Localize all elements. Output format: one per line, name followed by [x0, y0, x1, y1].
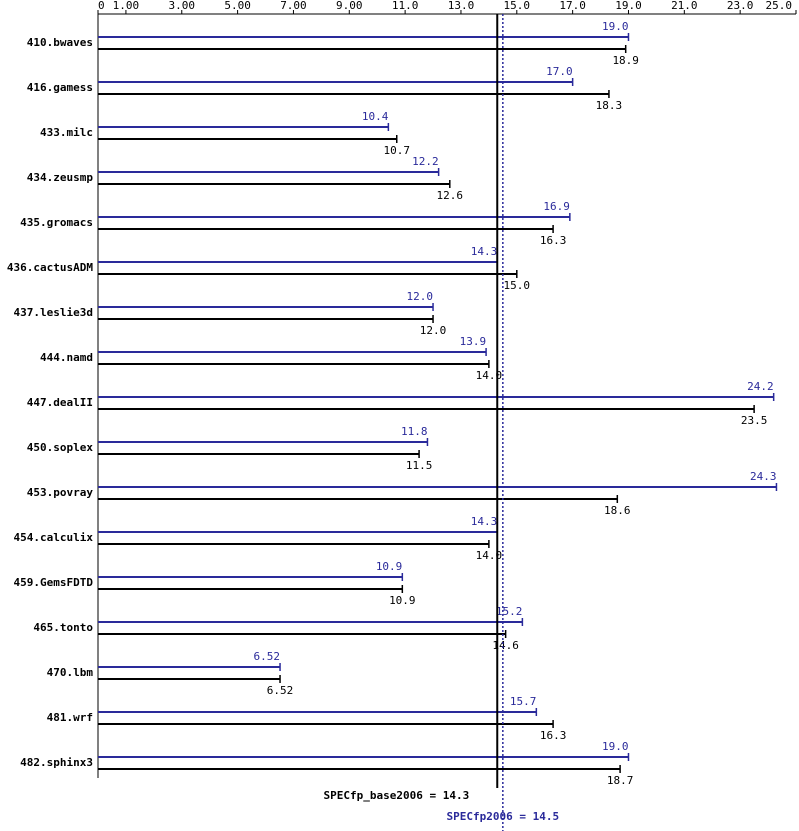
- value-label: 12.0: [420, 324, 447, 337]
- x-tick-label: 3.00: [169, 0, 196, 12]
- x-tick-label: 9.00: [336, 0, 363, 12]
- x-tick-label: 21.0: [671, 0, 698, 12]
- category-label: 465.tonto: [33, 621, 93, 634]
- value-label: 13.9: [460, 335, 487, 348]
- value-label: 10.4: [362, 110, 389, 123]
- value-label: 12.6: [437, 189, 464, 202]
- value-label: 18.3: [596, 99, 623, 112]
- value-label: 18.7: [607, 774, 634, 787]
- value-label: 18.9: [612, 54, 639, 67]
- x-tick-label: 19.0: [615, 0, 642, 12]
- value-label: 10.7: [383, 144, 410, 157]
- category-label: 437.leslie3d: [14, 306, 93, 319]
- category-label: 481.wrf: [47, 711, 93, 724]
- value-label: 17.0: [546, 65, 573, 78]
- value-label: 12.2: [412, 155, 439, 168]
- x-tick-label: 7.00: [280, 0, 307, 12]
- category-label: 416.gamess: [27, 81, 93, 94]
- value-label: 18.6: [604, 504, 631, 517]
- value-label: 16.9: [543, 200, 570, 213]
- value-label: 19.0: [602, 20, 629, 33]
- category-label: 410.bwaves: [27, 36, 93, 49]
- value-label: 24.2: [747, 380, 774, 393]
- x-tick-label: 25.0: [766, 0, 793, 12]
- value-label: 24.3: [750, 470, 777, 483]
- category-label: 434.zeusmp: [27, 171, 94, 184]
- category-label: 482.sphinx3: [20, 756, 93, 769]
- value-label: 14.3: [471, 515, 498, 528]
- value-label: 12.0: [407, 290, 434, 303]
- value-label: 16.3: [540, 234, 567, 247]
- x-tick-label: 1.00: [113, 0, 140, 12]
- x-tick-label: 11.0: [392, 0, 419, 12]
- category-label: 436.cactusADM: [7, 261, 93, 274]
- value-label: 23.5: [741, 414, 768, 427]
- value-label: 14.3: [471, 245, 498, 258]
- value-label: 15.7: [510, 695, 537, 708]
- category-label: 447.dealII: [27, 396, 93, 409]
- category-label: 470.lbm: [47, 666, 94, 679]
- x-tick-label: 15.0: [504, 0, 531, 12]
- value-label: 15.2: [496, 605, 523, 618]
- category-label: 435.gromacs: [20, 216, 93, 229]
- value-label: 14.0: [476, 369, 503, 382]
- category-label: 453.povray: [27, 486, 94, 499]
- category-label: 454.calculix: [14, 531, 94, 544]
- value-label: 6.52: [267, 684, 294, 697]
- x-tick-label: 23.0: [727, 0, 754, 12]
- x-tick-label: 0: [98, 0, 105, 12]
- x-tick-label: 17.0: [559, 0, 586, 12]
- value-label: 6.52: [254, 650, 281, 663]
- x-tick-label: 5.00: [224, 0, 251, 12]
- value-label: 16.3: [540, 729, 567, 742]
- category-label: 444.namd: [40, 351, 93, 364]
- value-label: 10.9: [389, 594, 416, 607]
- reference-label: SPECfp_base2006 = 14.3: [324, 789, 470, 802]
- value-label: 15.0: [504, 279, 531, 292]
- category-label: 459.GemsFDTD: [14, 576, 94, 589]
- category-label: 433.milc: [40, 126, 93, 139]
- reference-label: SPECfp2006 = 14.5: [447, 810, 560, 823]
- value-label: 10.9: [376, 560, 403, 573]
- x-tick-label: 13.0: [448, 0, 475, 12]
- value-label: 19.0: [602, 740, 629, 753]
- value-label: 11.5: [406, 459, 433, 472]
- value-label: 11.8: [401, 425, 428, 438]
- value-label: 14.6: [492, 639, 519, 652]
- category-label: 450.soplex: [27, 441, 94, 454]
- value-label: 14.0: [476, 549, 503, 562]
